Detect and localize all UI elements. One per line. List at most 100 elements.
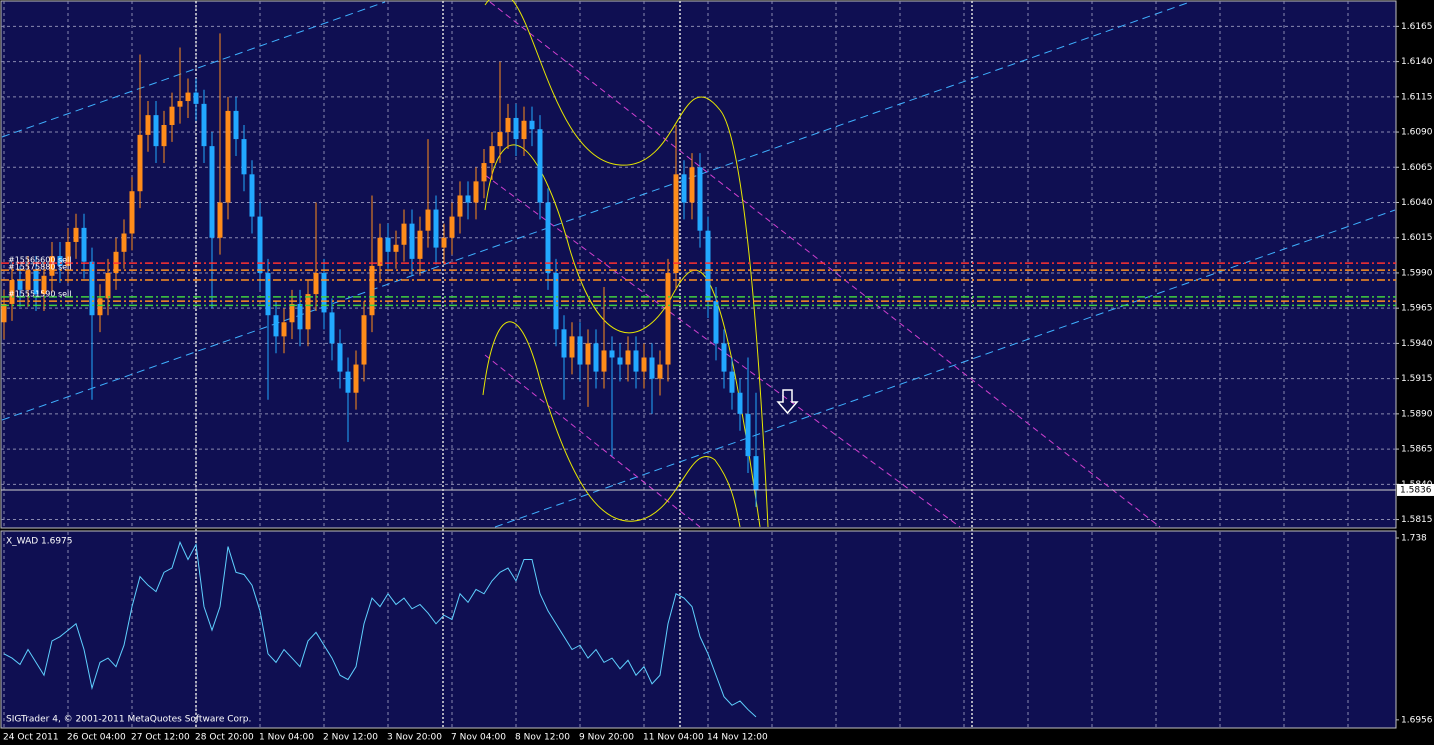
poly-curve	[482, 321, 741, 528]
y-tick-label: 1.6040	[1401, 198, 1433, 208]
candle-body	[185, 92, 191, 102]
candle-body	[273, 315, 279, 337]
candle-body	[649, 357, 655, 379]
candle-body	[217, 202, 223, 238]
candle-body	[425, 209, 431, 231]
signal-arrow	[776, 389, 799, 415]
candle-body	[545, 202, 551, 273]
channel-line	[1, 1, 1191, 421]
candle-body	[97, 298, 103, 316]
candle-body	[305, 294, 311, 330]
candle-body	[489, 146, 495, 164]
y-tick-label: 1.6065	[1401, 163, 1433, 173]
candle-body	[257, 216, 263, 273]
candle-body	[497, 132, 503, 147]
candle-body	[465, 195, 471, 203]
candle-body	[201, 103, 207, 147]
candle-body	[561, 329, 567, 358]
candle-body	[681, 174, 687, 203]
candle-body	[537, 129, 543, 203]
candle-body	[457, 195, 463, 217]
candle-body	[673, 174, 679, 273]
order-label: #15575880 sell	[8, 263, 72, 272]
candle-body	[529, 120, 535, 130]
candle-body	[585, 343, 591, 365]
candle-body	[657, 364, 663, 379]
candle-body	[697, 167, 703, 231]
candle-body	[505, 117, 511, 133]
candle-body	[353, 364, 359, 393]
y-tick-label: 1.5965	[1401, 304, 1433, 314]
indicator-title: X_WAD 1.6975	[6, 537, 73, 547]
candle-body	[1, 303, 7, 323]
candle-body	[161, 125, 167, 147]
candle-body	[233, 110, 239, 140]
y-tick-label: 1.5990	[1401, 268, 1433, 278]
candle-body	[65, 241, 71, 266]
candle-body	[369, 265, 375, 316]
candle-body	[329, 312, 335, 344]
x-tick-label: 14 Nov 12:00	[707, 733, 768, 743]
candle-body	[433, 209, 439, 248]
y-tick-label: 1.6090	[1401, 128, 1433, 138]
order-label: #15551590 sell	[8, 289, 72, 298]
y-tick-label: 1.6015	[1401, 233, 1433, 243]
y-tick-label: 1.5940	[1401, 339, 1433, 349]
candle-body	[441, 237, 447, 248]
candle-body	[17, 280, 23, 290]
candle-body	[33, 270, 39, 295]
candle-body	[289, 303, 295, 323]
candle-body	[49, 256, 55, 276]
regression-line	[484, 354, 701, 528]
candle-body	[297, 303, 303, 330]
candle-body	[641, 357, 647, 372]
main-panel	[0, 0, 1397, 529]
x-tick-label: 3 Nov 20:00	[387, 733, 442, 743]
current-price-label: 1.5836	[1400, 485, 1432, 495]
x-tick-label: 2 Nov 12:00	[323, 733, 378, 743]
y-tick-label: 1.6140	[1401, 57, 1433, 67]
poly-curve	[484, 0, 769, 528]
candle-body	[89, 261, 95, 316]
candle-body	[361, 315, 367, 365]
candle-body	[753, 456, 759, 490]
y-tick-label: 1.738	[1401, 534, 1427, 544]
candle-body	[625, 350, 631, 365]
candle-body	[393, 244, 399, 252]
candle-body	[281, 322, 287, 337]
candle-body	[409, 223, 415, 259]
y-tick-label: 1.5815	[1401, 515, 1433, 525]
x-tick-label: 27 Oct 12:00	[131, 733, 190, 743]
candle-body	[177, 101, 183, 107]
candle-body	[521, 120, 527, 140]
x-tick-label: 7 Nov 04:00	[451, 733, 506, 743]
y-tick-label: 1.6956	[1401, 715, 1433, 725]
candle-body	[209, 146, 215, 238]
candle-body	[337, 343, 343, 372]
candle-body	[137, 134, 143, 192]
candle-body	[313, 272, 319, 295]
y-tick-label: 1.5915	[1401, 374, 1433, 384]
candle-body	[593, 343, 599, 372]
candle-body	[601, 350, 607, 372]
candle-body	[729, 371, 735, 393]
candle-body	[481, 163, 487, 182]
candle-body	[225, 110, 231, 203]
candle-body	[73, 227, 79, 242]
candle-body	[385, 237, 391, 252]
y-tick-label: 1.6115	[1401, 92, 1433, 102]
order-label: #15565600 sell	[8, 256, 72, 265]
candle-body	[569, 336, 575, 358]
x-tick-label: 28 Oct 20:00	[195, 733, 254, 743]
candle-body	[265, 272, 271, 316]
candle-body	[153, 115, 159, 147]
x-tick-label: 1 Nov 04:00	[259, 733, 314, 743]
candle-body	[129, 191, 135, 234]
candle-body	[249, 174, 255, 217]
candle-body	[745, 413, 751, 457]
candle-body	[721, 343, 727, 372]
candle-body	[193, 92, 199, 104]
y-tick-label: 1.5890	[1401, 409, 1433, 419]
candle-body	[689, 167, 695, 203]
